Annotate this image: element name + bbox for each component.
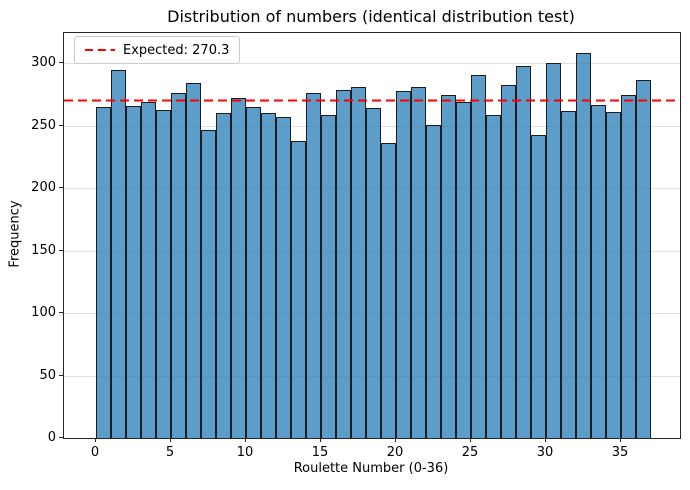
x-tick-label: 0 [90, 445, 100, 460]
histogram-bar [411, 87, 426, 438]
histogram-bar [290, 140, 306, 438]
histogram-bar [501, 84, 517, 438]
y-tick-label: 50 [39, 367, 56, 383]
histogram-bar [320, 114, 336, 438]
histogram-bar [365, 108, 381, 438]
x-tick-label: 20 [386, 445, 404, 460]
x-tick-mark [470, 438, 472, 442]
x-tick-label: 10 [236, 445, 254, 460]
histogram-bar [185, 83, 201, 438]
y-tick-label: 200 [31, 180, 56, 196]
plot-area [63, 32, 681, 439]
x-tick-mark [244, 438, 246, 442]
legend-dashed-line-icon [85, 49, 115, 51]
x-tick-mark [319, 438, 321, 442]
x-tick-mark [545, 438, 547, 442]
x-tick-label: 35 [611, 445, 629, 460]
x-tick-label: 15 [311, 445, 329, 460]
histogram-bar [441, 94, 456, 438]
y-tick-mark [59, 124, 63, 126]
legend-label: Expected: 270.3 [123, 42, 230, 58]
histogram-bar [636, 79, 652, 438]
y-tick-mark [59, 187, 63, 189]
histogram-bar [260, 113, 276, 438]
histogram-bar [516, 65, 532, 438]
x-tick-mark [94, 438, 96, 442]
y-tick-mark [59, 249, 63, 251]
legend: Expected: 270.3 [74, 36, 241, 64]
histogram-bar [591, 104, 607, 438]
x-tick-mark [395, 438, 396, 442]
y-tick-label: 250 [31, 117, 56, 133]
histogram-bar [546, 63, 562, 438]
histogram-bar [486, 114, 502, 438]
x-tick-label: 25 [461, 445, 479, 460]
histogram-bar [215, 113, 231, 438]
y-tick-label: 300 [31, 55, 56, 71]
histogram-bar [95, 107, 111, 438]
y-axis-label: Frequency [7, 200, 23, 268]
histogram-bar [350, 87, 366, 438]
y-tick-mark [59, 437, 63, 438]
histogram-bar [155, 109, 171, 438]
histogram-bar [110, 69, 126, 438]
y-tick-label: 150 [31, 242, 56, 258]
x-tick-label: 30 [536, 445, 554, 460]
histogram-bar [621, 94, 637, 438]
histogram-bar [426, 124, 441, 438]
y-tick-label: 0 [47, 430, 56, 445]
histogram-bar [200, 129, 216, 438]
expected-line [64, 99, 680, 102]
histogram-bar [456, 102, 471, 438]
x-axis-label: Roulette Number (0-36) [293, 461, 449, 476]
histogram-bar [335, 89, 351, 438]
y-tick-mark [59, 62, 63, 64]
histogram-bar [230, 98, 246, 438]
histogram-bar [305, 93, 321, 438]
x-tick-mark [620, 438, 622, 442]
histogram-bar [576, 53, 592, 438]
histogram-bar [245, 107, 261, 438]
histogram-bar [381, 143, 396, 438]
histogram-bar [396, 90, 411, 438]
y-tick-label: 100 [31, 305, 56, 321]
y-tick-mark [59, 374, 63, 376]
histogram-bar [561, 110, 577, 438]
histogram-bar [531, 134, 547, 438]
histogram-bar [275, 117, 291, 438]
histogram-bar [170, 93, 186, 438]
x-tick-label: 5 [165, 445, 175, 460]
histogram-bar [125, 105, 141, 438]
histogram-bar [606, 112, 622, 438]
y-tick-mark [59, 312, 63, 314]
x-tick-mark [169, 438, 171, 442]
histogram-bar [471, 74, 487, 438]
gridline [64, 63, 680, 65]
histogram-bar [140, 102, 156, 438]
chart-title: Distribution of numbers (identical distr… [167, 7, 575, 26]
